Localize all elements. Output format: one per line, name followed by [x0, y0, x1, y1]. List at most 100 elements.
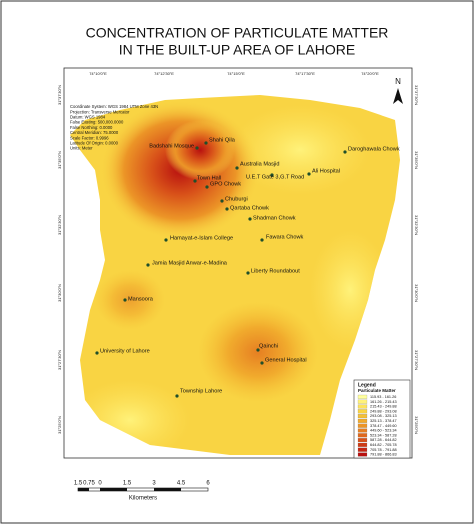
projection-info: Central Meridian: 75.0000 [70, 130, 119, 135]
place-marker [225, 207, 229, 211]
legend-swatch [357, 399, 368, 404]
place-label: Qartaba Chowk [230, 205, 269, 211]
legend-label: 791.88 - 866.83 [370, 453, 397, 457]
latitude-label-left: 31°30'0"N [57, 284, 62, 302]
place-label: Liberty Roundabout [251, 268, 300, 274]
latitude-label-left: 31°35'0"N [57, 151, 62, 169]
scale-label: 1.5 [123, 481, 132, 487]
map-title: IN THE BUILT-UP AREA OF LAHORE [119, 42, 356, 58]
place-label: University of Lahore [100, 348, 150, 354]
projection-info: False Northing: 0.0000 [70, 125, 113, 130]
place-marker [270, 173, 274, 177]
projection-info: Scale Factor: 0.9996 [70, 135, 109, 140]
place-label: Ali Hospital [312, 168, 340, 174]
place-marker [307, 172, 311, 176]
latitude-label-right: 31°32'30"N [414, 215, 419, 235]
place-label: Township Lahore [180, 388, 222, 394]
legend-swatch [357, 433, 368, 438]
place-label: General Hospital [265, 357, 307, 363]
legend-label: 161.26 - 215.43 [370, 400, 397, 404]
legend-label: 644.82 - 705.78 [370, 443, 397, 447]
place-label: Daroghawala Chowk [348, 146, 400, 152]
longitude-label: 74°12'30"E [154, 71, 174, 76]
latitude-label-left: 31°32'30"N [57, 215, 62, 235]
legend-label: 215.43 - 249.88 [370, 405, 397, 409]
north-label: N [395, 77, 401, 86]
place-marker [193, 179, 197, 183]
scale-label: 3 [152, 481, 156, 487]
latitude-label-right: 31°27'30"N [414, 350, 419, 370]
legend-label: 705.78 - 791.88 [370, 448, 397, 452]
legend-swatch [357, 404, 368, 409]
legend-swatch [357, 409, 368, 414]
place-marker [146, 263, 150, 267]
place-label: Chuburgi [225, 196, 248, 202]
legend-label: 249.88 - 293.08 [370, 409, 397, 413]
scale-bar [77, 487, 209, 492]
latitude-label-right: 31°37'30"N [414, 85, 419, 105]
place-marker [175, 394, 179, 398]
map-title: CONCENTRATION OF PARTICULATE MATTER [86, 25, 389, 41]
legend-label: 325.13 - 378.47 [370, 419, 397, 423]
latitude-label-right: 31°25'0"N [414, 416, 419, 434]
scale-label: 1.5 [74, 481, 83, 487]
projection-info: Units: Meter [70, 146, 93, 151]
place-marker [95, 351, 99, 355]
scale-label: 0 [98, 481, 102, 487]
legend-swatch [357, 438, 368, 443]
legend-label: 293.08 - 325.13 [370, 414, 397, 418]
place-marker [235, 166, 239, 170]
place-label: GPO Chowk [210, 181, 241, 187]
place-marker [343, 150, 347, 154]
legend-swatch [357, 447, 368, 452]
legend-swatch [357, 442, 368, 447]
place-label: U.E.T Gate 3,G.T Road [246, 174, 304, 180]
legend-title: Legend [358, 382, 376, 388]
latitude-label-left: 31°27'30"N [57, 350, 62, 370]
place-marker [164, 238, 168, 242]
place-label: Australia Masjid [240, 161, 279, 167]
place-label: Hamayat-e-Islam College [170, 235, 233, 241]
longitude-label: 74°15'0"E [227, 71, 245, 76]
latitude-label-left: 31°25'0"N [57, 416, 62, 434]
place-marker [260, 238, 264, 242]
latitude-label-left: 31°37'30"N [57, 85, 62, 105]
legend-label: 115.93 - 161.26 [370, 395, 396, 399]
place-label: Fawara Chowk [266, 234, 304, 240]
legend-label: 449.60 - 523.34 [370, 429, 397, 433]
place-marker [246, 271, 250, 275]
place-marker [195, 146, 199, 150]
place-label: Jamia Masjid Anwar-e-Madina [152, 260, 228, 266]
projection-info: False Easting: 500,000.0000 [70, 120, 124, 125]
place-marker [123, 298, 127, 302]
place-marker [220, 199, 224, 203]
place-label: Badshahi Mosque [149, 143, 194, 149]
legend-label: 523.34 - 587.28 [370, 433, 397, 437]
projection-info: Datum: WGS 1984 [70, 115, 106, 120]
place-label: Town Hall [197, 175, 221, 181]
scale-unit: Kilometers [129, 496, 157, 502]
place-marker [204, 141, 208, 145]
legend-swatch [357, 452, 368, 457]
north-arrow [393, 88, 403, 104]
longitude-label: 74°17'30"E [295, 71, 315, 76]
place-marker [248, 217, 252, 221]
longitude-label: 74°20'0"E [361, 71, 379, 76]
place-label: Shadman Chowk [253, 215, 296, 221]
projection-info: Coordinate System: WGS 1984 UTM Zone 43N [70, 104, 158, 109]
scale-label: 4.5 [177, 481, 186, 487]
latitude-label-right: 31°30'0"N [414, 284, 419, 302]
legend-label: 378.47 - 449.60 [370, 424, 397, 428]
latitude-label-right: 31°35'0"N [414, 151, 419, 169]
projection-info: Projection: Transverse Mercator [70, 109, 130, 114]
longitude-label: 74°10'0"E [89, 71, 107, 76]
projection-info: Latitude Of Origin: 0.0000 [70, 141, 119, 146]
legend-swatch [357, 423, 368, 428]
legend-swatch [357, 394, 368, 399]
legend-label: 587.28 - 644.82 [370, 438, 397, 442]
scale-label: 6 [206, 481, 210, 487]
place-marker [205, 185, 209, 189]
place-marker [260, 361, 264, 365]
